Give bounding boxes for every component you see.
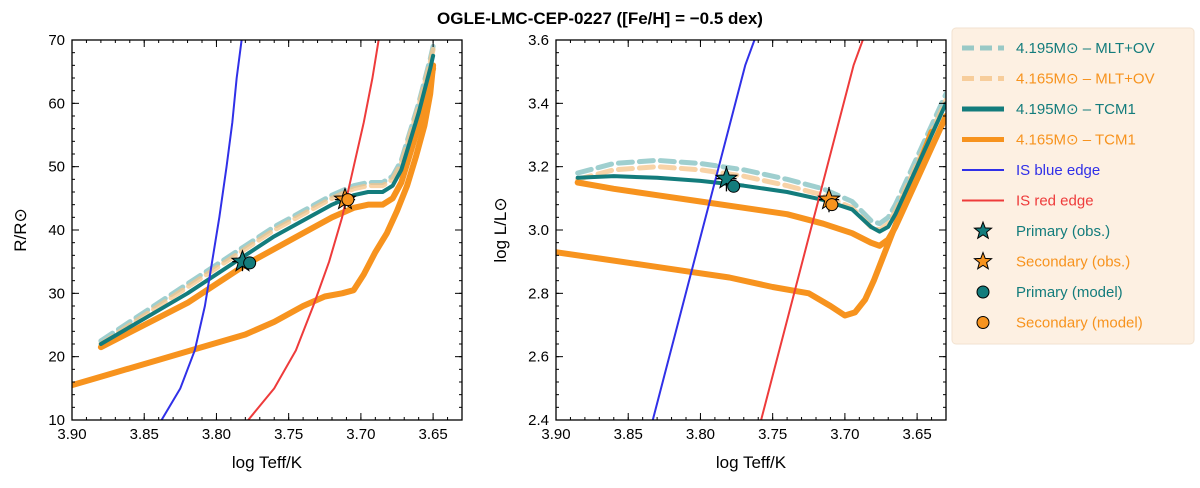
y-tick-label: 20	[48, 349, 65, 366]
legend-secondary-obs-label: Secondary (obs.)	[1016, 254, 1130, 271]
legend-is-red-edge-label: IS red edge	[1016, 193, 1094, 210]
axes-frame	[555, 39, 947, 421]
point-secondary-model	[341, 193, 355, 207]
series-4-165m-tcm1	[97, 65, 437, 351]
y-axis-label: R/R⊙	[11, 208, 30, 252]
y-tick-label: 50	[48, 159, 65, 176]
legend-4-195m-tcm1-label: 4.195M⊙ – TCM1	[1016, 101, 1136, 118]
y-tick-label: 3.4	[528, 95, 549, 112]
y-tick-label: 70	[48, 32, 65, 49]
legend-background	[951, 27, 1195, 345]
series-is-red-edge	[760, 40, 864, 420]
x-tick-label: 3.75	[758, 426, 787, 443]
plot-area	[72, 40, 437, 420]
left-panel-radius: 3.90 3.85 3.80 3.75 3.70 3.65 10 20 30 40 50 60 70 lo…	[11, 32, 463, 472]
y-tick-label: 10	[48, 412, 65, 429]
series-is-red-edge	[247, 40, 380, 420]
y-axis-label: log L/L⊙	[491, 197, 510, 262]
legend-is-blue-edge-label: IS blue edge	[1016, 162, 1100, 179]
plot-area	[556, 40, 946, 420]
y-tick-label: 3.0	[528, 222, 549, 239]
x-tick-label: 3.75	[274, 426, 303, 443]
x-axis-label: log Teff/K	[716, 453, 787, 472]
legend: 4.195M⊙ – MLT+OV 4.165M⊙ – MLT+OV 4.195M⊙ …	[951, 27, 1195, 345]
y-tick-label: 30	[48, 285, 65, 302]
x-tick-label: 3.80	[202, 426, 231, 443]
series-4-195m-mlt-ov	[575, 91, 946, 227]
point-secondary-model	[825, 198, 839, 212]
x-tick-label: 3.65	[419, 426, 448, 443]
x-tick-label: 3.90	[57, 426, 86, 443]
series-4-195m-mlt-ov	[98, 43, 436, 344]
x-tick-label: 3.70	[346, 426, 375, 443]
x-tick-label: 3.85	[130, 426, 159, 443]
legend-primary-obs-label: Primary (obs.)	[1016, 223, 1110, 240]
legend-primary-model-label: Primary (model)	[1016, 284, 1123, 301]
legend-primary-model-swatch	[976, 285, 990, 299]
legend-4-165m-tcm1-label: 4.165M⊙ – TCM1	[1016, 132, 1136, 149]
legend-primary-obs-swatch	[973, 220, 993, 240]
x-tick-label: 3.70	[830, 426, 859, 443]
figure-title: OGLE-LMC-CEP-0227 ([Fe/H] = −0.5 dex)	[437, 9, 763, 28]
x-tick-label: 3.85	[614, 426, 643, 443]
y-tick-label: 2.4	[528, 412, 549, 429]
series-lower-branch	[72, 62, 437, 389]
y-tick-label: 3.2	[528, 159, 549, 176]
y-tick-label: 40	[48, 222, 65, 239]
legend-secondary-obs-swatch	[973, 251, 993, 270]
x-tick-label: 3.65	[903, 426, 932, 443]
x-tick-label: 3.80	[686, 426, 715, 443]
y-tick-label: 2.6	[528, 349, 549, 366]
x-tick-label: 3.90	[541, 426, 570, 443]
series-4-165m-mlt-ov	[98, 47, 436, 347]
series-4-195m-tcm1	[575, 101, 946, 234]
point-primary-obs	[714, 166, 739, 189]
y-tick-label: 60	[48, 95, 65, 112]
point-primary-model	[243, 256, 257, 270]
series-is-blue-edge	[160, 40, 243, 420]
legend-secondary-model-swatch	[976, 316, 990, 329]
legend-secondary-model-label: Secondary (model)	[1016, 315, 1143, 332]
legend-4-195m-mlt-ov-label: 4.195M⊙ – MLT+OV	[1016, 40, 1155, 57]
legend-4-165m-mlt-ov-label: 4.165M⊙ – MLT+OV	[1016, 71, 1155, 88]
y-tick-label: 2.8	[528, 285, 549, 302]
point-primary-model	[727, 179, 741, 193]
y-tick-label: 3.6	[528, 32, 549, 49]
x-axis-label: log Teff/K	[232, 453, 303, 472]
right-panel-luminosity: 3.90 3.85 3.80 3.75 3.70 3.65 2.4 2.6 2.8 3.0 3.2 3…	[491, 32, 947, 472]
series-is-blue-edge	[651, 40, 756, 420]
series-4-195m-tcm1	[98, 53, 436, 346]
series-4-165m-tcm1	[574, 113, 946, 249]
